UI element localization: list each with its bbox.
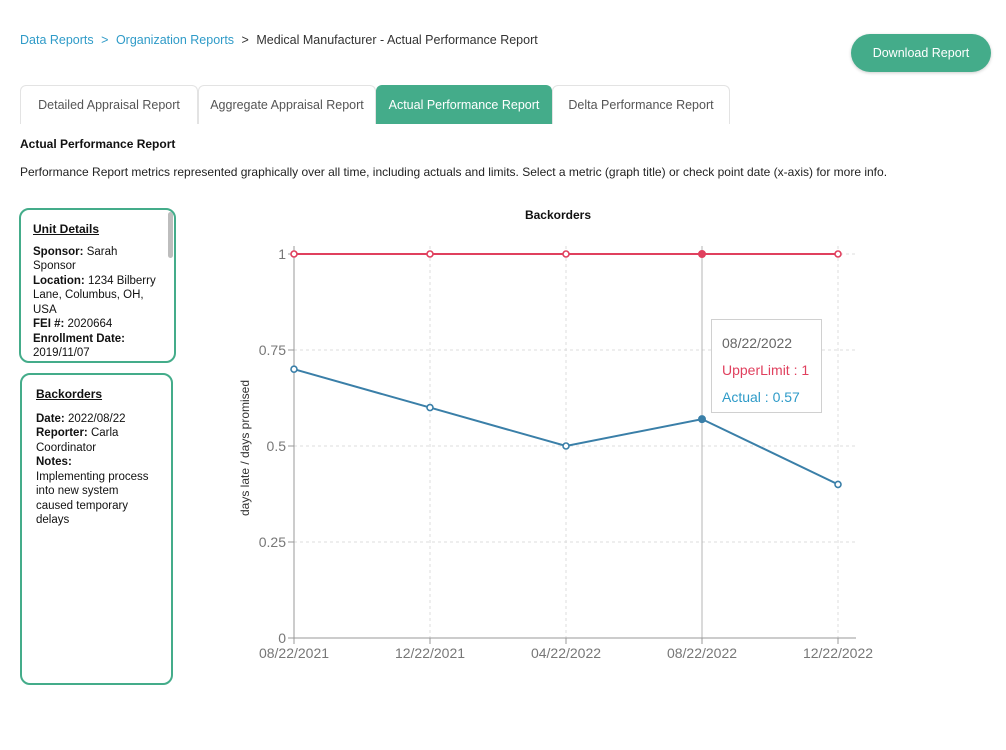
location-row: Location: 1234 Bilberry Lane, Columbus, … bbox=[33, 274, 162, 318]
fei-label: FEI #: bbox=[33, 318, 65, 330]
y-tick-label: 0.25 bbox=[259, 534, 286, 550]
report-tabs: Detailed Appraisal Report Aggregate Appr… bbox=[20, 85, 730, 124]
x-tick-label[interactable]: 08/22/2021 bbox=[259, 645, 329, 661]
breadcrumb-separator: > bbox=[241, 33, 249, 47]
notes-label: Notes: bbox=[36, 456, 72, 468]
tab-actual-performance-report[interactable]: Actual Performance Report bbox=[376, 85, 552, 124]
location-value: 1234 Bilberry Lane, Columbus, OH, USA bbox=[33, 274, 156, 316]
y-axis-label: days late / days promised bbox=[238, 380, 252, 516]
notes-value: Implementing process into new system cau… bbox=[36, 470, 149, 527]
metric-details-card: Backorders Date: 2022/08/22 Reporter: Ca… bbox=[20, 373, 173, 685]
breadcrumb-organization-reports-link[interactable]: Organization Reports bbox=[115, 33, 235, 47]
tooltip-upper-limit: UpperLimit : 1 bbox=[722, 362, 810, 378]
reporter-label: Reporter: bbox=[36, 427, 88, 439]
reporter-row: Reporter: Carla Coordinator bbox=[36, 426, 157, 455]
tab-delta-performance-report[interactable]: Delta Performance Report bbox=[552, 85, 730, 124]
data-point-actual[interactable] bbox=[426, 403, 434, 412]
y-tick-label: 0.75 bbox=[259, 342, 286, 358]
breadcrumb-separator: > bbox=[101, 33, 109, 47]
date-row: Date: 2022/08/22 bbox=[36, 412, 157, 427]
x-tick-label[interactable]: 08/22/2022 bbox=[667, 645, 737, 661]
data-point-actual[interactable] bbox=[290, 365, 298, 373]
y-tick-label: 1 bbox=[278, 246, 286, 262]
download-report-button[interactable]: Download Report bbox=[851, 34, 991, 72]
data-point-actual[interactable] bbox=[697, 415, 706, 424]
tooltip-actual: Actual : 0.57 bbox=[722, 389, 800, 405]
location-label: Location: bbox=[33, 274, 85, 287]
data-point-upperlimit[interactable] bbox=[834, 250, 842, 258]
metric-card-title: Backorders bbox=[36, 387, 103, 401]
y-tick-label: 0 bbox=[278, 630, 286, 646]
notes-row: Notes: Implementing process into new sys… bbox=[36, 455, 157, 528]
sponsor-label: Sponsor: bbox=[33, 245, 84, 258]
unit-details-card[interactable]: Unit Details Sponsor: Sarah Sponsor Loca… bbox=[19, 208, 176, 363]
section-title: Actual Performance Report bbox=[20, 137, 176, 151]
x-tick-label[interactable]: 12/22/2022 bbox=[803, 645, 873, 661]
sponsor-row: Sponsor: Sarah Sponsor bbox=[33, 245, 162, 274]
breadcrumb-current: Medical Manufacturer - Actual Performanc… bbox=[256, 33, 538, 47]
chart-title[interactable]: Backorders bbox=[524, 208, 592, 222]
breadcrumb-data-reports-link[interactable]: Data Reports bbox=[20, 33, 94, 47]
y-tick-label: 0.5 bbox=[267, 438, 287, 454]
data-point-upperlimit[interactable] bbox=[290, 250, 298, 258]
fei-row: FEI #: 2020664 bbox=[33, 317, 162, 332]
tab-aggregate-appraisal-report[interactable]: Aggregate Appraisal Report bbox=[198, 85, 376, 124]
data-point-upperlimit[interactable] bbox=[697, 249, 706, 258]
tooltip-date: 08/22/2022 bbox=[722, 335, 793, 351]
enrollment-row: Enrollment Date: 2019/11/07 bbox=[33, 332, 162, 361]
date-label: Date: bbox=[36, 412, 65, 425]
chart-tooltip: 08/22/2022 UpperLimit : 1 Actual : 0.57 bbox=[711, 319, 822, 413]
backorders-chart: 0 0.25 0.5 0.75 1 08/22/2021 12/22/2021 04/22/2… bbox=[238, 246, 873, 661]
date-value: 2022/08/22 bbox=[67, 412, 126, 425]
data-point-upperlimit[interactable] bbox=[426, 250, 434, 258]
tab-detailed-appraisal-report[interactable]: Detailed Appraisal Report bbox=[20, 85, 198, 124]
enrollment-label: Enrollment Date: bbox=[33, 332, 126, 345]
sponsor-value: Sarah Sponsor bbox=[33, 245, 118, 273]
breadcrumb: Data Reports > Organization Reports > Me… bbox=[20, 33, 538, 47]
fei-value: 2020664 bbox=[67, 318, 113, 330]
scrollbar-thumb[interactable] bbox=[168, 212, 173, 258]
unit-details-title: Unit Details bbox=[33, 222, 100, 236]
data-point-upperlimit[interactable] bbox=[562, 250, 570, 258]
data-point-actual[interactable] bbox=[834, 480, 842, 489]
section-description: Performance Report metrics represented g… bbox=[20, 165, 888, 179]
enrollment-value: 2019/11/07 bbox=[33, 347, 90, 359]
x-tick-label[interactable]: 12/22/2021 bbox=[395, 645, 465, 661]
x-tick-label[interactable]: 04/22/2022 bbox=[531, 645, 601, 661]
data-point-actual[interactable] bbox=[562, 442, 570, 450]
reporter-value: Carla Coordinator bbox=[36, 427, 119, 454]
